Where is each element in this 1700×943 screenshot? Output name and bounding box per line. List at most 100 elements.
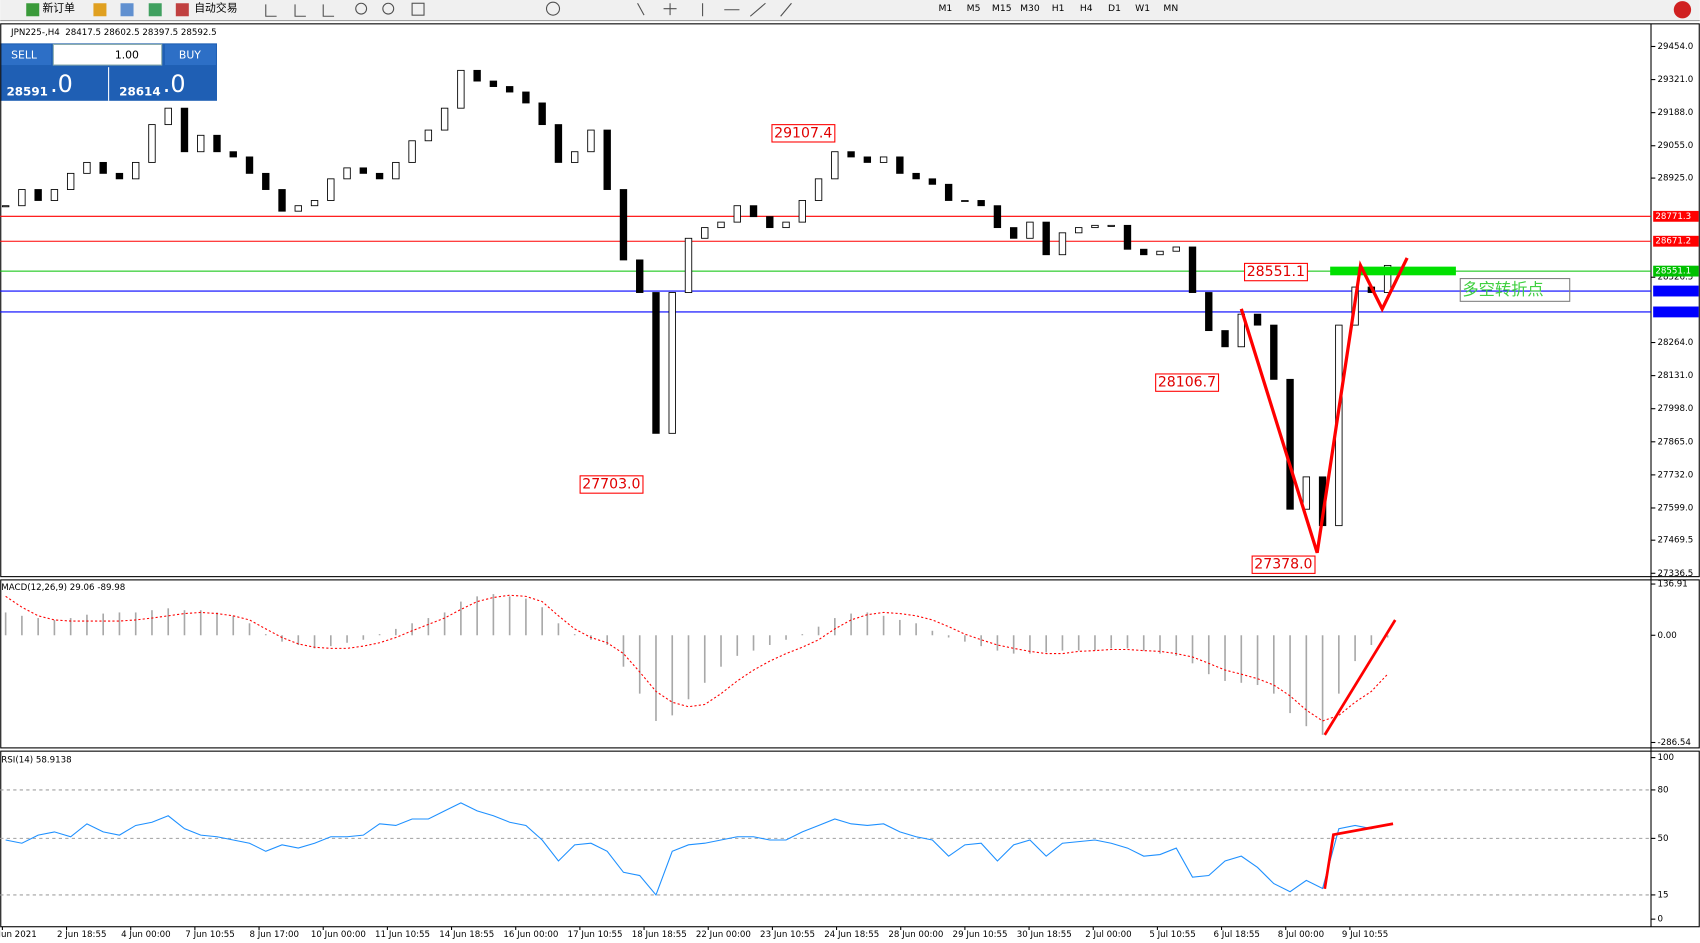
zoom-in[interactable] [355,2,368,15]
candle [1172,246,1180,252]
annotation: 28106.7 [1158,375,1216,391]
candle [749,205,758,218]
timeframe[interactable]: H1 [1052,3,1065,14]
trend-arrow [1323,822,1394,890]
ask-fraction[interactable]: .0 [163,70,186,98]
y-tick-label: 27336.5 [1658,569,1694,579]
timeframe[interactable]: M30 [1020,3,1040,14]
note-box [1459,278,1571,302]
x-tick-label: 28 Jun 00:00 [888,930,943,940]
annotation: 28551.1 [1247,264,1305,280]
y-tick-label: 29454.0 [1658,42,1694,52]
y-tick-label: 27998.0 [1658,404,1694,414]
new-order-icon[interactable] [26,3,40,17]
candle [213,134,221,153]
panel-frame [0,579,1700,749]
lot-input[interactable] [52,43,163,66]
tool-icon[interactable] [93,3,107,17]
price-level-tag [1653,235,1699,247]
ask-price[interactable]: 28614 [119,85,160,99]
timeframe[interactable]: M1 [938,3,952,14]
candle [766,216,774,229]
x-tick-label: 24 Jun 18:55 [824,930,879,940]
candle [1253,313,1262,326]
y-tick-label: 28925.0 [1658,174,1694,184]
auto-trading[interactable]: 自动交易 [194,1,237,15]
y-tick-label: 136.91 [1658,580,1688,590]
candle [132,161,140,180]
x-tick-label: 30 Jun 18:55 [1017,930,1072,940]
sell-label[interactable]: SELL [11,48,37,61]
sell-button[interactable] [1,44,52,66]
x-tick-label: 23 Jun 10:55 [760,930,815,940]
y-tick-label: 27469.5 [1658,536,1694,546]
timeframe[interactable]: W1 [1135,3,1150,14]
candle [1107,224,1115,227]
x-tick-label: 7 Jun 10:55 [185,930,234,940]
y-tick-label: 28131.0 [1658,371,1694,381]
x-tick-label: 6 Jul 18:55 [1214,930,1260,940]
candle [262,172,270,190]
candle [99,161,107,174]
buy-label[interactable]: BUY [179,48,201,61]
price-level-label: 28771.3 [1655,212,1691,222]
periods[interactable] [545,1,561,16]
bid-fraction[interactable]: .0 [50,70,73,98]
chart-type-icons[interactable] [265,4,335,17]
notification[interactable] [1673,1,1692,19]
candle [701,227,709,239]
timeframe[interactable]: M15 [992,3,1012,14]
note: 多空转折点 [1462,280,1543,299]
candle [684,237,693,293]
candle [18,189,26,207]
candle [603,129,611,190]
auto-trading-icon[interactable] [175,3,189,17]
zoom-out[interactable] [382,2,395,15]
line-tools[interactable] [637,2,792,17]
buy-button[interactable] [164,44,216,66]
ohlc-header: 28417.5 28602.5 28397.5 28592.5 [65,28,216,38]
candle [375,172,384,180]
candle [1302,476,1311,510]
candle [1075,227,1083,234]
candle [668,292,676,434]
trend-arrow [1323,619,1397,736]
y-tick-label: 27865.0 [1658,437,1694,447]
lot-size[interactable]: 1.00 [115,48,139,61]
y-tick-label: 0.00 [1658,631,1677,641]
candle [473,69,481,82]
tool-icon[interactable] [148,3,162,17]
timeframe[interactable]: MN [1163,3,1178,14]
tool-icon[interactable] [120,3,134,17]
price-level-label: 28551.1 [1655,267,1691,277]
tile[interactable] [411,2,425,16]
candle [327,178,335,201]
candle [115,172,124,180]
timeframe[interactable]: H4 [1080,3,1093,14]
candle [505,86,514,93]
candle [66,172,75,190]
candle [278,189,286,212]
candle [229,151,237,158]
candle [180,107,189,153]
panel-frame [0,23,1700,578]
timeframe[interactable]: D1 [1108,3,1121,14]
y-tick-label: -286.54 [1658,738,1692,748]
y-tick-label: 0 [1658,915,1664,925]
price-level-label: 28671.2 [1655,237,1691,247]
annotation: 27378.0 [1254,557,1312,573]
candle [343,167,351,180]
annotation-box [771,124,836,143]
candle [879,156,888,163]
candle [944,183,953,201]
bid-price[interactable]: 28591 [6,85,47,99]
timeframe[interactable]: M5 [967,3,981,14]
new-order[interactable]: 新订单 [42,1,75,15]
x-tick-label: 16 Jun 00:00 [503,930,558,940]
candle [652,292,660,434]
indicator-title: MACD(12,26,9) 29.06 -89.98 [1,583,125,593]
y-tick-label: 27599.0 [1658,503,1694,513]
y-tick-label: 27732.0 [1658,470,1694,480]
y-tick-label: 15 [1658,890,1669,900]
